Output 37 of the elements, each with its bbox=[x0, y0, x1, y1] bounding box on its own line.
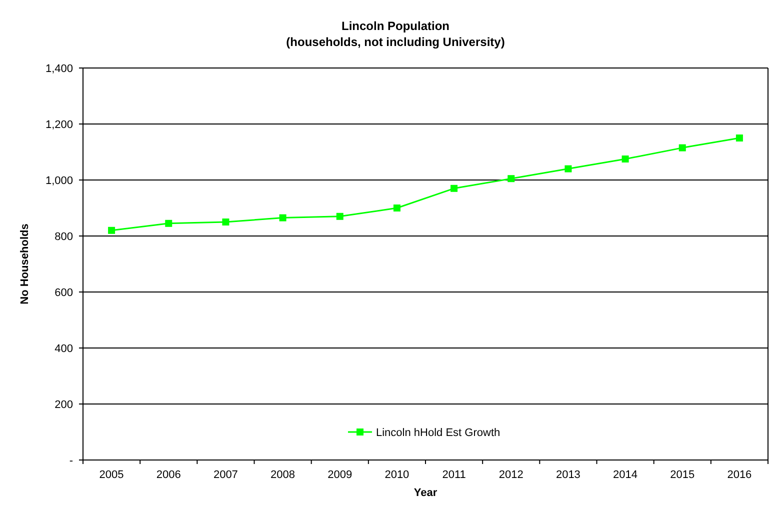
x-tick-label: 2009 bbox=[328, 469, 352, 481]
y-tick-label: 600 bbox=[54, 287, 73, 299]
point bbox=[678, 144, 686, 152]
x-tick-label: 2013 bbox=[556, 469, 580, 481]
legend-label: Lincoln hHold Est Growth bbox=[376, 427, 500, 439]
point bbox=[450, 184, 458, 192]
point bbox=[508, 175, 515, 182]
y-tick-label: 200 bbox=[54, 399, 73, 411]
x-axis-title: Year bbox=[414, 487, 438, 499]
x-tick-label: 2012 bbox=[498, 469, 524, 481]
x-tick-label: 2007 bbox=[213, 469, 238, 481]
point bbox=[736, 134, 743, 142]
x-tick-label: 2011 bbox=[442, 469, 466, 481]
x-tick-label: 2006 bbox=[156, 469, 181, 481]
y-tick-label: 1,200 bbox=[45, 119, 73, 131]
point bbox=[108, 226, 116, 234]
chart-subtitle: (households, not including University) bbox=[286, 35, 505, 49]
x-tick-label: 2015 bbox=[670, 469, 695, 481]
x-tick-label: 2005 bbox=[99, 469, 124, 481]
y-axis-title: No Households bbox=[19, 224, 31, 304]
x-tick-label: 2008 bbox=[270, 469, 296, 481]
point bbox=[222, 218, 230, 226]
y-tick-label: 400 bbox=[54, 343, 73, 355]
y-tick-label: - bbox=[69, 455, 74, 467]
y-tick-label: 1,400 bbox=[45, 63, 73, 75]
point bbox=[564, 165, 572, 172]
point bbox=[393, 204, 400, 212]
y-tick-label: 1,000 bbox=[45, 175, 73, 187]
x-tick-label: 2010 bbox=[384, 469, 410, 481]
x-tick-label: 2014 bbox=[613, 469, 638, 481]
point bbox=[336, 212, 344, 220]
chart-title: Lincoln Population bbox=[342, 19, 450, 33]
y-tick-label: 800 bbox=[54, 231, 73, 243]
point bbox=[279, 214, 286, 222]
point bbox=[165, 220, 172, 227]
point bbox=[622, 156, 629, 162]
x-tick-label: 2016 bbox=[727, 469, 752, 481]
